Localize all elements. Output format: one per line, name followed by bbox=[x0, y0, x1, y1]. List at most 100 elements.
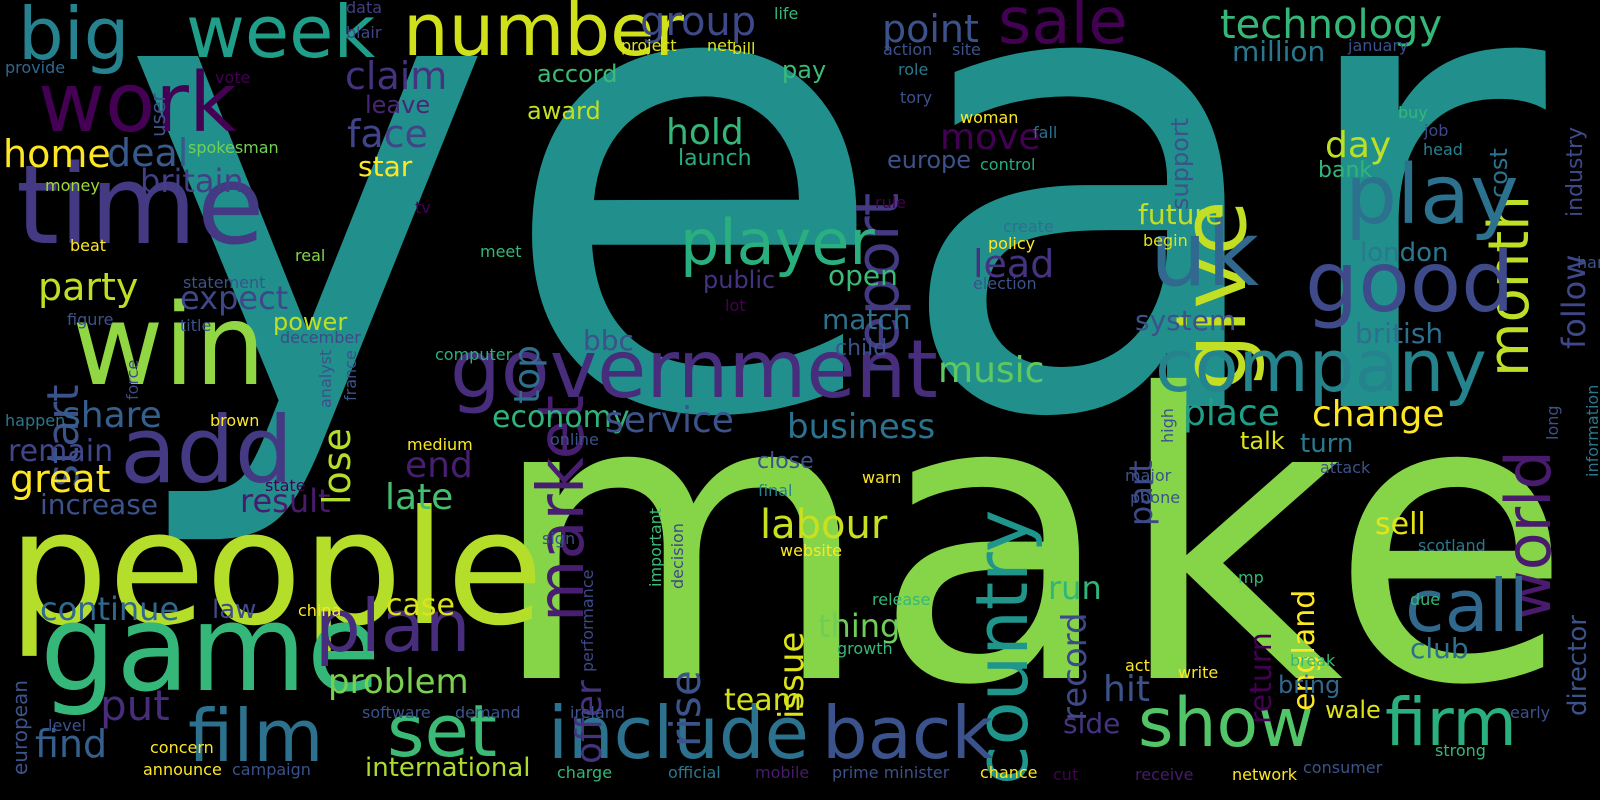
word-blair: blair bbox=[346, 23, 382, 42]
word-control: control bbox=[980, 155, 1036, 174]
word-december: december bbox=[280, 328, 361, 347]
word-statement: statement bbox=[183, 273, 266, 292]
word-demand: demand bbox=[455, 703, 521, 722]
word-bank: bank bbox=[1318, 158, 1373, 183]
word-provide: provide bbox=[5, 58, 66, 77]
word-result: result bbox=[240, 482, 331, 520]
word-decision: decision bbox=[668, 523, 687, 589]
word-head: head bbox=[1423, 140, 1463, 159]
word-online: online bbox=[550, 430, 599, 449]
word-bbc: bbc bbox=[583, 324, 634, 357]
word-fall: fall bbox=[1033, 123, 1058, 142]
word-put: put bbox=[100, 681, 170, 730]
word-government: government bbox=[450, 323, 938, 416]
word-january: january bbox=[1348, 36, 1409, 55]
word-charge: charge bbox=[557, 763, 613, 782]
word-concern: concern bbox=[150, 738, 214, 757]
word-spokesman: spokesman bbox=[188, 138, 279, 157]
word-move: move bbox=[940, 117, 1041, 158]
word-network: network bbox=[1232, 765, 1297, 784]
word-act: act bbox=[1125, 656, 1150, 675]
word-accord: accord bbox=[537, 60, 618, 88]
word-sale: sale bbox=[998, 0, 1128, 59]
word-vote: vote bbox=[215, 68, 251, 87]
word-receive: receive bbox=[1135, 765, 1194, 784]
word-power: power bbox=[273, 308, 348, 336]
word-website: website bbox=[780, 541, 842, 560]
word-title: title bbox=[180, 316, 212, 335]
word-tory: tory bbox=[900, 88, 933, 107]
word-lead: lead bbox=[973, 242, 1055, 286]
word-week: week bbox=[186, 0, 376, 74]
word-meet: meet bbox=[480, 242, 522, 261]
word-technology: technology bbox=[1220, 2, 1443, 48]
word-player: player bbox=[680, 206, 875, 279]
word-chance: chance bbox=[980, 763, 1038, 782]
word-back: back bbox=[822, 691, 994, 775]
word-law: law bbox=[212, 595, 257, 625]
word-britain: britain bbox=[140, 162, 244, 200]
word-home: home bbox=[3, 132, 111, 176]
word-computer: computer bbox=[435, 345, 513, 364]
word-future: future bbox=[1138, 198, 1223, 231]
word-call: call bbox=[1405, 564, 1529, 648]
word-music: music bbox=[938, 350, 1045, 391]
word-play: play bbox=[1345, 148, 1519, 243]
word-million: million bbox=[1232, 35, 1326, 68]
word-tv: tv bbox=[415, 198, 431, 217]
word-offer: offer bbox=[569, 680, 610, 764]
word-turn: turn bbox=[1300, 429, 1354, 459]
word-talk: talk bbox=[1240, 427, 1285, 455]
word-expect: expect bbox=[180, 279, 289, 317]
word-match: match bbox=[822, 303, 911, 336]
word-job: job bbox=[1424, 121, 1449, 140]
word-party: party bbox=[38, 265, 139, 309]
word-cost: cost bbox=[1485, 148, 1513, 198]
word-industry: industry bbox=[1563, 126, 1588, 217]
word-add: add bbox=[120, 397, 294, 504]
word-british: british bbox=[1355, 317, 1444, 350]
word-wale: wale bbox=[1325, 696, 1381, 724]
word-lot: lot bbox=[725, 296, 746, 315]
word-money: money bbox=[45, 176, 100, 195]
word-beat: beat bbox=[70, 236, 107, 255]
word-late: late bbox=[385, 477, 454, 518]
word-number: number bbox=[403, 0, 685, 72]
word-claim: claim bbox=[345, 54, 448, 98]
word-medium: medium bbox=[407, 435, 473, 454]
word-election: election bbox=[973, 274, 1037, 293]
word-year: year bbox=[118, 0, 1546, 557]
word-policy: policy bbox=[988, 234, 1036, 253]
word-rise: rise bbox=[661, 670, 710, 747]
word-record: record bbox=[1055, 612, 1095, 721]
word-open: open bbox=[828, 259, 898, 292]
word-include: include bbox=[548, 691, 809, 775]
word-big: big bbox=[18, 0, 130, 76]
word-net: net bbox=[707, 36, 734, 55]
word-real: real bbox=[295, 246, 326, 265]
word-run: run bbox=[1048, 569, 1102, 607]
word-cut: cut bbox=[1053, 765, 1079, 784]
word-hand: hand bbox=[1577, 253, 1600, 272]
word-public: public bbox=[703, 266, 776, 294]
word-state: state bbox=[265, 476, 306, 495]
word-project: project bbox=[621, 36, 677, 55]
word-great: great bbox=[10, 457, 111, 501]
word-economy: economy bbox=[492, 400, 630, 435]
word-face: face bbox=[347, 112, 428, 156]
word-film: film bbox=[188, 694, 324, 778]
word-remain: remain bbox=[8, 434, 114, 469]
word-release: release bbox=[872, 590, 931, 609]
word-uk: uk bbox=[1150, 202, 1260, 307]
word-bill: bill bbox=[732, 39, 756, 58]
word-star: star bbox=[358, 150, 413, 183]
word-performance: performance bbox=[578, 569, 597, 672]
word-lose: lose bbox=[315, 428, 359, 505]
word-campaign: campaign bbox=[232, 760, 311, 779]
word-plan: plan bbox=[315, 584, 471, 668]
word-prime-minister: prime minister bbox=[832, 763, 950, 782]
word-launch: launch bbox=[678, 146, 752, 171]
word-end: end bbox=[405, 445, 473, 486]
word-begin: begin bbox=[1143, 231, 1188, 250]
